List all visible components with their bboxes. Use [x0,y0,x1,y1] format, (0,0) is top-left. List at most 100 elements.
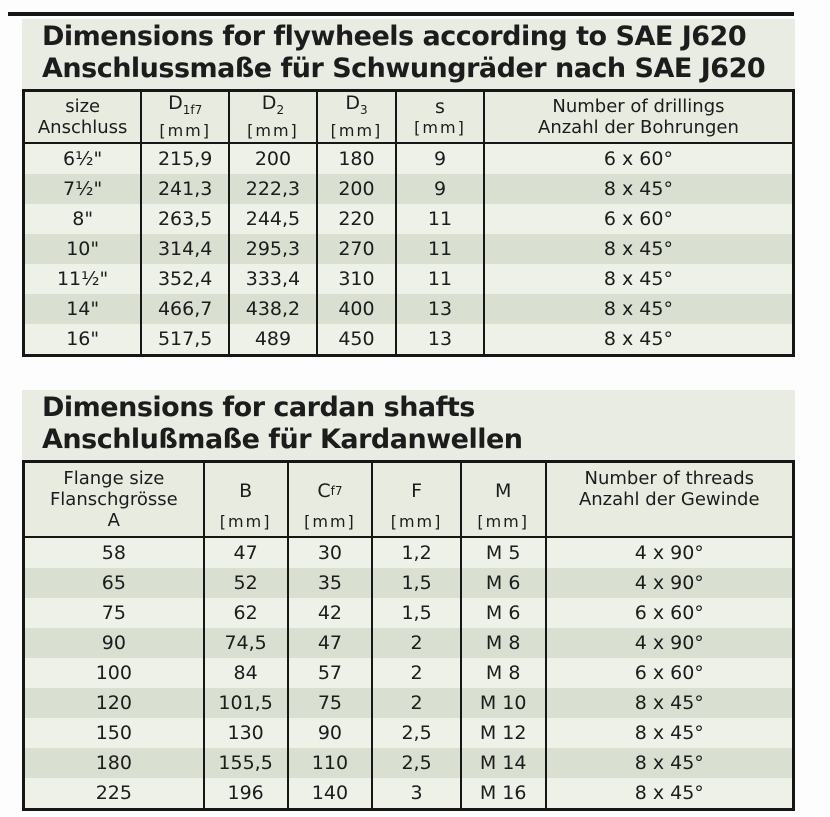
table-cell: 47 [202,537,288,568]
table-cell: 220 [315,203,397,234]
table-cell: 2,5 [371,718,461,748]
column-header: D3 [mm] [315,90,397,144]
top-rule [8,12,794,16]
table-cell: 450 [315,323,397,355]
table-cell: 140 [286,778,373,810]
column-unit: [mm] [414,117,466,137]
column-symbol: B [239,480,253,503]
flywheel-table: size Anschluss D1f7 [mm] D2 [mm] D3 [mm] s [mm] Nu… [22,89,795,357]
table-cell: 215,9 [140,142,230,174]
table-cell: 6 x 60° [544,598,794,628]
column-unit: [mm] [304,512,356,532]
column-header: s [mm] [395,90,484,144]
table-row: 14" 466,7 438,2 400 13 8 x 45° [23,293,794,324]
table-cell: 13 [395,323,484,355]
table-cell: M 16 [459,778,546,810]
column-symbol: M [494,480,512,503]
table-cell: 14" [66,297,100,320]
table-row: 150 130 90 2,5 M 12 8 x 45° [24,718,794,748]
table-row: 120 101,5 75 2 M 10 8 x 45° [23,688,794,718]
table-cell: 8 x 45° [482,293,794,324]
column-header-line: Anzahl der Gewinde [578,489,760,511]
table-cell: 47 [286,628,373,658]
cardan-title-de: Anschlußmaße für Kardanwellen [42,423,523,455]
table-cell: 333,4 [228,263,317,294]
table-cell: 438,2 [228,293,317,324]
column-unit: [mm] [159,121,211,141]
table-cell: M 6 [459,598,546,628]
table-cell: 4 x 90° [544,628,794,658]
table-cell: 8 x 45° [544,718,794,748]
column-header-line: size [65,95,101,117]
column-symbol: s [435,95,445,118]
cardan-title-en: Dimensions for cardan shafts [42,391,475,423]
table-cell: 30 [286,537,373,568]
table-cell: 200 [315,173,397,204]
table-cell: 241,3 [140,173,230,204]
table-cell: 6 x 60° [544,658,794,688]
column-header-line: A [107,509,120,531]
table-cell: 270 [315,233,397,264]
column-header: F [mm] [371,461,461,538]
table-cell: M 6 [459,568,546,598]
table-cell: 400 [315,293,397,324]
table-cell: 65 [101,572,126,594]
header-row: size Anschluss D1f7 [mm] D2 [mm] D3 [mm] s [mm] Nu… [23,90,794,144]
cardan-section: Dimensions for cardan shafts Anschlußmaß… [22,389,795,811]
table-cell: M 12 [459,718,546,748]
table-row: 11½" 352,4 333,4 310 11 8 x 45° [24,263,794,294]
column-header-line: Flanschgrösse [49,488,178,510]
table-cell: 8" [72,207,94,230]
table-cell: 35 [286,568,373,598]
table-cell: 100 [95,662,132,684]
table-cell: M 8 [459,628,546,658]
table-cell: 244,5 [228,203,317,234]
column-header: D1f7 [mm] [140,90,230,144]
column-unit: [mm] [247,121,299,141]
flywheel-title-en: Dimensions for flywheels according to SA… [42,21,747,52]
table-cell: 6 x 60° [482,142,794,174]
table-row: 7½" 241,3 222,3 200 9 8 x 45° [23,173,794,204]
table-row: 8" 263,5 244,5 220 11 6 x 60° [24,203,794,234]
table-cell: 180 [95,752,132,774]
column-unit: [mm] [390,512,443,532]
table-row: 225 196 140 3 M 16 8 x 45° [24,778,794,810]
table-cell: 180 [315,142,397,174]
column-unit: [mm] [330,121,383,141]
table-cell: 9 [395,173,484,204]
table-cell: 466,7 [140,293,230,324]
table-cell: 120 [95,692,132,714]
table-cell: 8 x 45° [482,173,794,204]
table-cell: 6½" [63,147,103,170]
column-symbol: F [411,480,423,503]
table-cell: 8 x 45° [544,778,794,810]
table-cell: 52 [202,568,288,598]
column-symbol: D3 [345,92,368,118]
table-cell: 110 [286,748,373,778]
table-cell: 6 x 60° [482,203,794,234]
column-header-line: Number of drillings [552,95,725,117]
column-header: Number of drillings Anzahl der Bohrungen [482,90,794,144]
table-cell: 90 [101,632,126,654]
table-cell: 1,5 [371,568,461,598]
table-cell: 11½" [56,267,109,290]
table-cell: 8 x 45° [482,263,794,294]
table-cell: 310 [315,263,397,294]
table-row: 10" 314,4 295,3 270 11 8 x 45° [23,233,794,264]
column-header-line: Anzahl der Bohrungen [538,116,739,138]
cardan-title-panel: Dimensions for cardan shafts Anschlußmaß… [22,389,795,460]
table-cell: 75 [286,688,373,718]
table-cell: 200 [228,142,317,174]
table-cell: 7½" [63,177,103,200]
column-unit: [mm] [219,512,272,532]
table-cell: 42 [286,598,373,628]
